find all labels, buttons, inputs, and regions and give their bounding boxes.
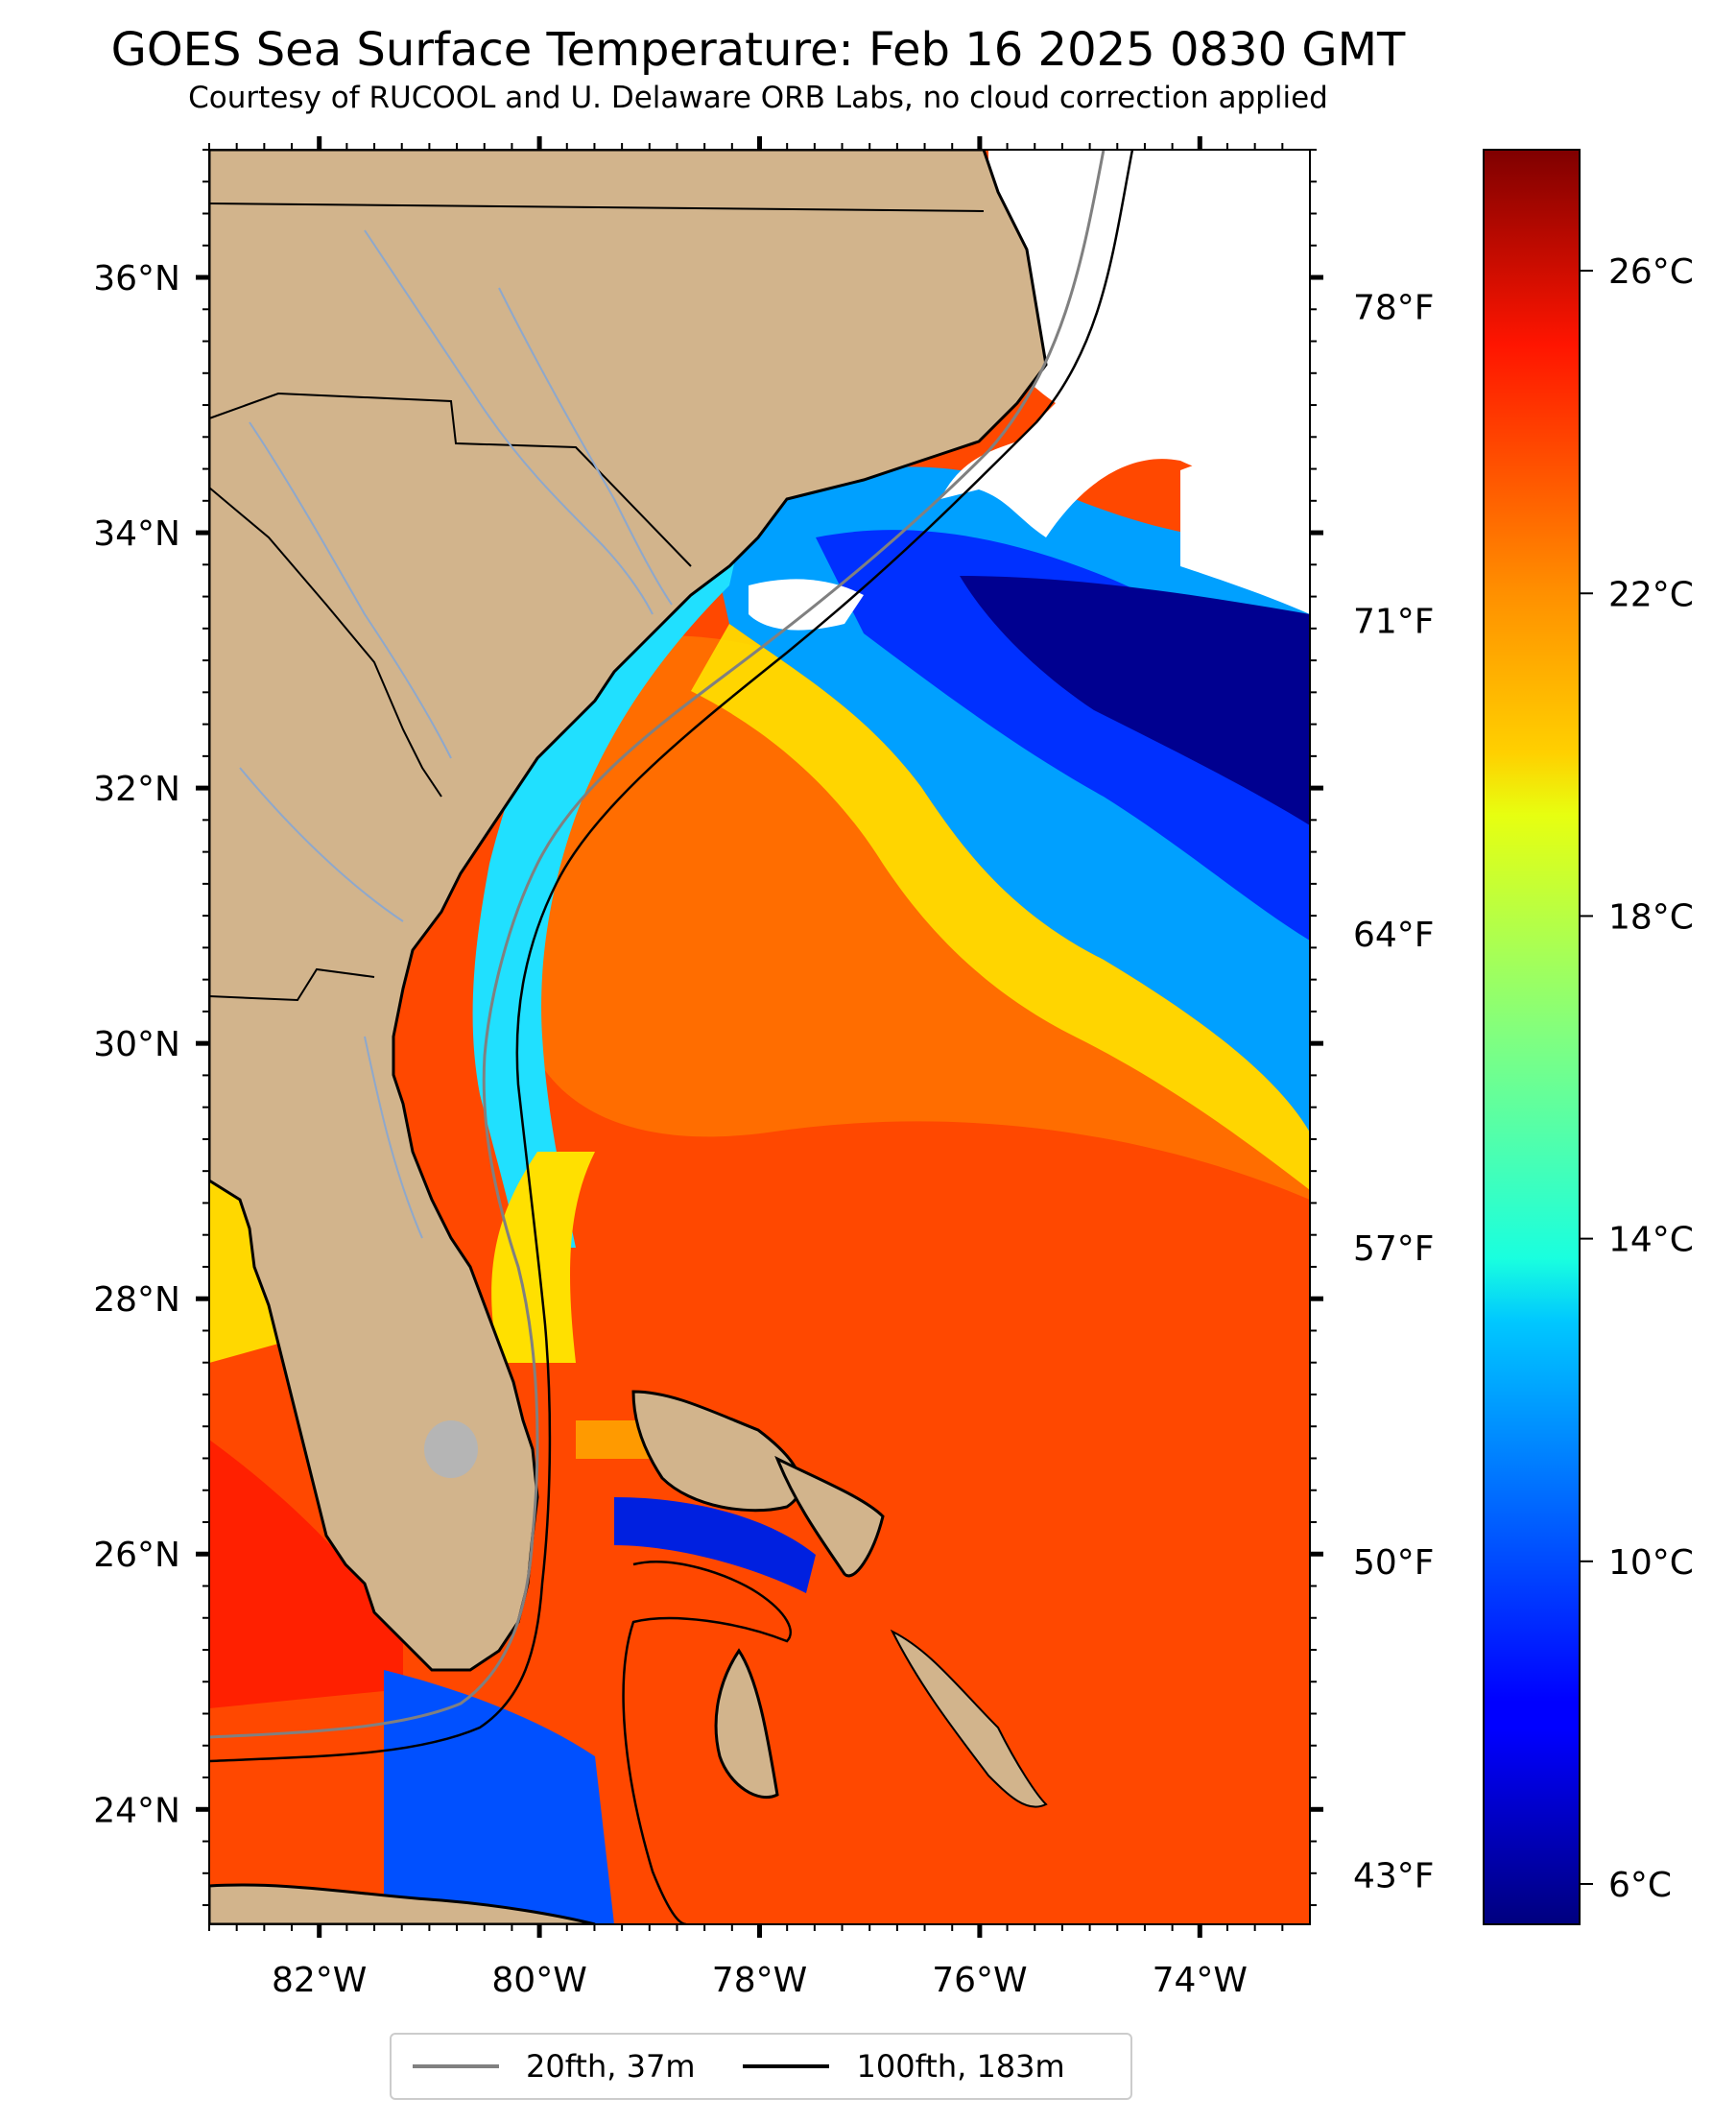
- isobath-20fth: [209, 150, 1106, 1739]
- land-andros: [714, 1648, 779, 1800]
- lon-tick-label: 82°W: [272, 1961, 367, 2000]
- cloud-mask-east: [1180, 441, 1310, 614]
- lon-tick-label: 80°W: [491, 1961, 586, 2000]
- isobath-legend: 20fth, 37m 100fth, 183m: [390, 2033, 1132, 2100]
- fahrenheit-tick-label: 57°F: [1353, 1229, 1435, 1269]
- colorbar-tick-label: 10°C: [1608, 1543, 1694, 1583]
- colorbar-tick-label: 26°C: [1608, 252, 1694, 292]
- lon-tick-label: 78°W: [712, 1961, 807, 2000]
- sst-field: [209, 150, 1310, 1924]
- legend-label-100fth: 100fth, 183m: [856, 2048, 1065, 2085]
- lat-tick-label: 24°N: [93, 1791, 180, 1830]
- sst-gulf-red: [209, 1440, 403, 1708]
- land-grand-bahama: [631, 1390, 802, 1513]
- cloud-mask-north: [940, 150, 1310, 537]
- border-sc-ga: [209, 487, 442, 798]
- colorbar-tick-label: 6°C: [1608, 1866, 1672, 1905]
- lat-tick-label: 34°N: [93, 514, 180, 554]
- river-3: [498, 287, 673, 606]
- sst-bahama-bank-cold: [614, 1497, 816, 1593]
- river-4: [239, 767, 404, 922]
- lat-tick-label: 30°N: [93, 1025, 180, 1064]
- sst-orange-band: [518, 635, 1310, 1200]
- legend-line-gray: [413, 2064, 499, 2068]
- lat-tick-label: 36°N: [93, 259, 180, 298]
- land-us-coast: [209, 150, 1048, 1672]
- lat-tick-label: 26°N: [93, 1536, 180, 1575]
- colorbar-tick-label: 18°C: [1608, 897, 1694, 937]
- legend-line-black: [743, 2064, 830, 2068]
- river-2: [249, 421, 452, 759]
- lat-tick-label: 28°N: [93, 1280, 180, 1320]
- map-axes: 82°W 80°W 78°W 76°W 74°W 36°N 34°N 32°N 30°N 28°N…: [93, 136, 1435, 2000]
- lat-tick-label: 32°N: [93, 770, 180, 809]
- lake-okeechobee: [424, 1420, 478, 1478]
- legend-entry-100fth: 100fth, 183m: [743, 2047, 1065, 2086]
- isobath-bahama-bank: [622, 1561, 792, 1924]
- river-1: [364, 229, 654, 615]
- map-title: GOES Sea Surface Temperature: Feb 16 202…: [110, 23, 1406, 77]
- land-cuba: [209, 1883, 596, 1924]
- legend-entry-20fth: 20fth, 37m: [413, 2047, 695, 2086]
- colorbar-tick-label: 14°C: [1608, 1221, 1694, 1260]
- fahrenheit-tick-label: 43°F: [1353, 1857, 1435, 1896]
- land-eleuthera: [890, 1629, 1048, 1808]
- fahrenheit-tick-label: 71°F: [1353, 602, 1435, 641]
- lon-tick-label: 74°W: [1153, 1961, 1248, 2000]
- border-va-nc: [209, 203, 985, 212]
- lon-tick-label: 76°W: [932, 1961, 1027, 2000]
- colorbar-ticks: 26°C 22°C 18°C 14°C 10°C 6°C: [1580, 252, 1694, 1905]
- legend-label-20fth: 20fth, 37m: [526, 2048, 696, 2085]
- fahrenheit-tick-label: 64°F: [1353, 916, 1435, 955]
- sst-shelf-water: [472, 499, 749, 1248]
- map-subtitle: Courtesy of RUCOOL and U. Delaware ORB L…: [188, 81, 1328, 115]
- fahrenheit-tick-label: 78°F: [1353, 288, 1435, 327]
- colorbar: [1483, 149, 1581, 1925]
- isobath-100fth: [209, 150, 1134, 1763]
- sst-front: [691, 624, 1310, 1190]
- colorbar-tick-label: 22°C: [1608, 575, 1694, 614]
- fahrenheit-tick-label: 50°F: [1353, 1543, 1435, 1583]
- cloud-mask-coast: [749, 579, 864, 631]
- border-ga-fl: [209, 967, 375, 1002]
- sst-coldest-core: [960, 576, 1310, 825]
- sst-shelf-south: [491, 1152, 595, 1363]
- sst-straits-cold: [384, 1670, 614, 1924]
- river-5: [364, 1036, 423, 1239]
- land-abaco: [774, 1455, 885, 1578]
